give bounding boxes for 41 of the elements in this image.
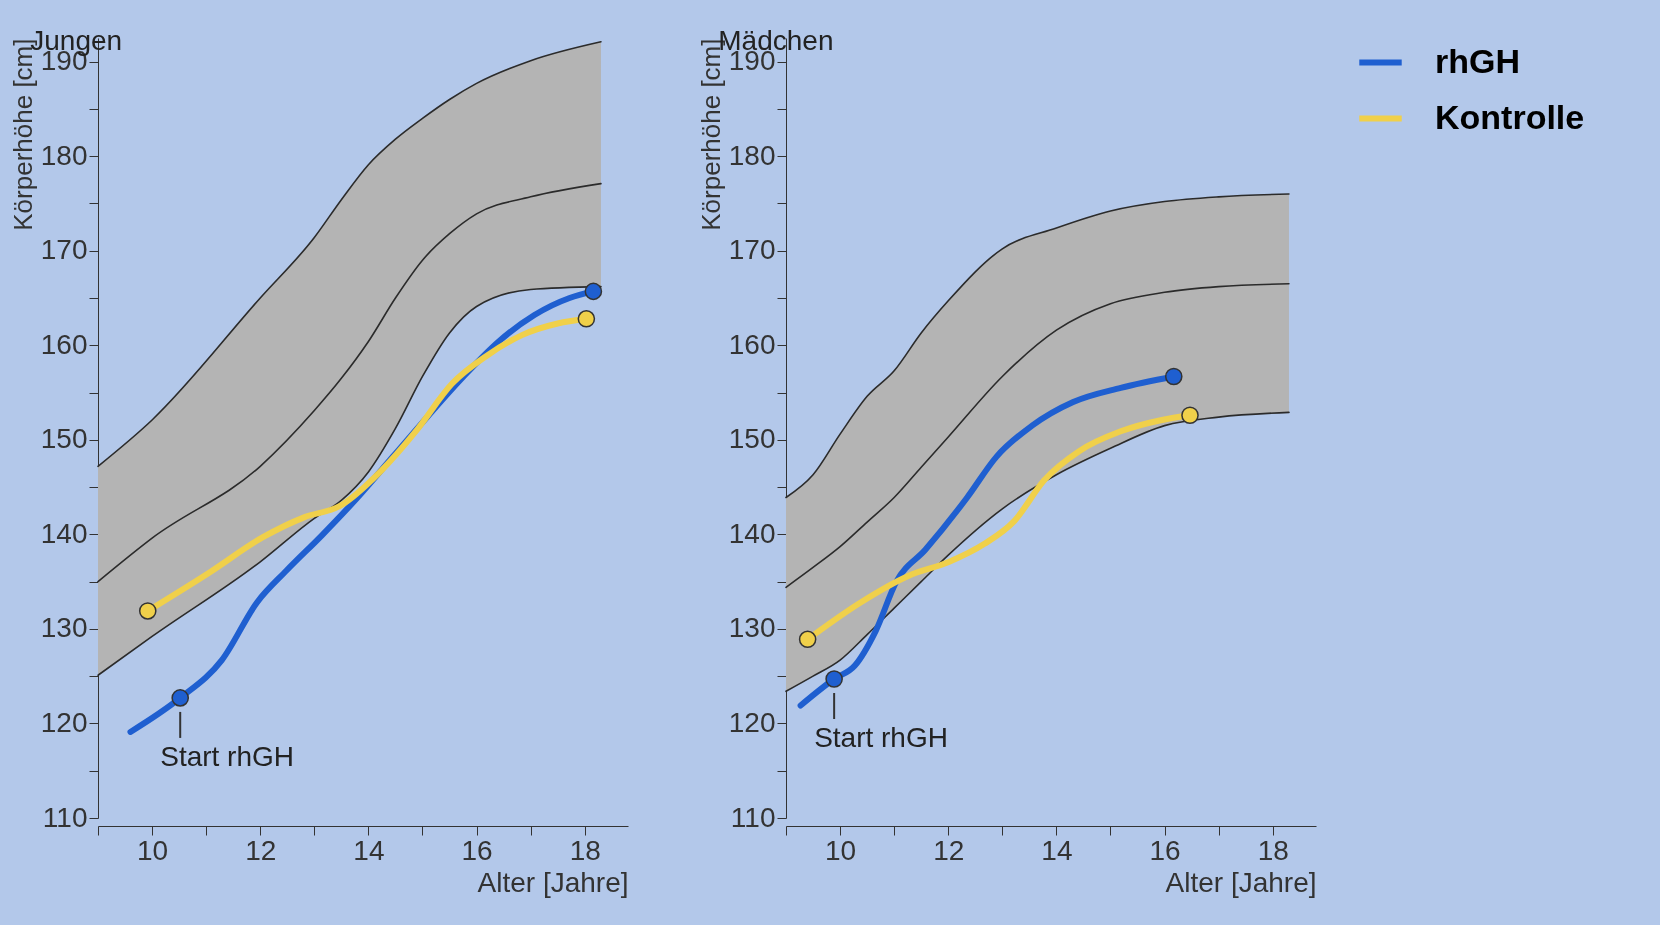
annotation: Start rhGH	[814, 722, 948, 754]
point	[171, 689, 190, 707]
x-tick-label: 16	[1149, 834, 1181, 866]
y-tick-label: 130	[40, 612, 88, 644]
y-tick-label: 180	[40, 139, 88, 171]
point	[138, 602, 157, 620]
x-tick-label: 18	[569, 834, 601, 866]
x-axis-title: Alter [Jahre]	[477, 866, 629, 898]
point	[798, 630, 817, 649]
annotation: Start rhGH	[160, 740, 295, 772]
y-tick-label: 170	[728, 234, 776, 266]
x-tick-label: 16	[461, 834, 493, 866]
x-tick-label: 14	[353, 834, 385, 866]
y-tick-label: 170	[40, 234, 88, 266]
y-tick-label: 130	[728, 612, 776, 644]
y-tick-label: 110	[730, 801, 776, 833]
y-tick-label: 150	[728, 423, 776, 455]
x-tick-label: 12	[933, 834, 965, 866]
x-tick-label: 10	[137, 834, 169, 866]
x-tick-label: 18	[1257, 834, 1289, 866]
y-tick-label: 180	[728, 139, 776, 171]
point	[825, 670, 843, 688]
y-tick-label: 160	[40, 328, 88, 360]
point	[1181, 406, 1199, 425]
y-tick-label: 160	[728, 328, 776, 360]
y-tick-label: 140	[40, 517, 88, 549]
x-tick-label: 12	[245, 834, 277, 866]
y-tick-label: 110	[42, 801, 88, 833]
point	[577, 310, 596, 328]
x-axis-title: Alter [Jahre]	[1165, 866, 1317, 898]
x-tick-label: 14	[1041, 834, 1073, 866]
line-series	[785, 283, 1290, 589]
y-tick-label: 140	[728, 517, 776, 549]
y-tick-label: 150	[40, 423, 88, 455]
legend-label: Kontrolle	[1435, 97, 1585, 136]
y-tick-label: 120	[40, 706, 88, 738]
x-tick-label: 10	[825, 834, 857, 866]
point	[1164, 367, 1183, 386]
y-tick-label: 120	[728, 706, 776, 738]
legend-label: rhGH	[1435, 41, 1520, 80]
point	[584, 282, 603, 301]
